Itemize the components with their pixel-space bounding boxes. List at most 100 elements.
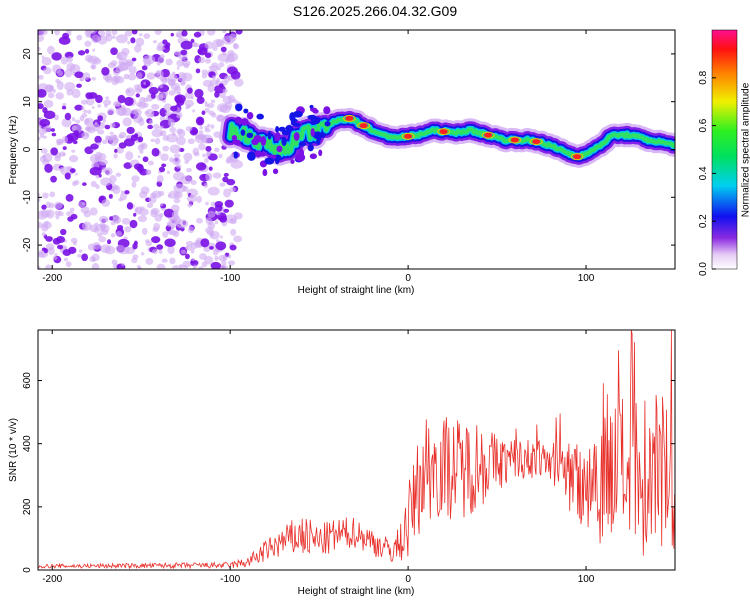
noise-speckle — [226, 178, 236, 186]
noise-speckle — [58, 211, 64, 217]
noise-speckle — [123, 236, 128, 240]
noise-speckle — [159, 84, 164, 89]
noise-speckle — [131, 175, 140, 183]
noise-speckle — [173, 153, 181, 159]
noise-speckle — [85, 33, 92, 38]
noise-speckle — [38, 34, 45, 42]
noise-speckle — [210, 232, 215, 238]
noise-speckle — [100, 244, 111, 254]
noise-speckle — [225, 158, 231, 164]
ridge-blob — [293, 132, 300, 141]
noise-speckle — [180, 80, 187, 85]
noise-speckle — [156, 263, 166, 269]
noise-speckle — [81, 202, 86, 206]
noise-speckle — [111, 259, 118, 265]
noise-speckle — [82, 72, 91, 80]
ridge-blob — [240, 129, 246, 136]
ridge-peak-halo — [570, 153, 584, 161]
noise-speckle — [201, 69, 208, 75]
noise-speckle — [168, 190, 180, 199]
noise-speckle — [150, 138, 156, 143]
x-tick-label: -200 — [42, 574, 62, 585]
noise-speckle — [168, 118, 176, 128]
noise-speckle — [61, 135, 69, 144]
noise-speckle — [159, 77, 166, 82]
noise-speckle — [41, 232, 46, 237]
noise-speckle — [146, 202, 154, 209]
noise-speckle — [211, 65, 219, 72]
noise-speckle — [44, 163, 53, 173]
noise-speckle — [84, 126, 90, 131]
ridge-blob — [243, 108, 249, 114]
noise-speckle — [201, 261, 208, 268]
noise-speckle — [44, 220, 49, 226]
noise-speckle — [176, 113, 181, 119]
noise-speckle — [81, 113, 88, 118]
noise-speckle — [155, 71, 161, 76]
noise-speckle — [122, 117, 132, 127]
noise-speckle — [56, 236, 66, 244]
noise-speckle — [70, 213, 78, 220]
noise-speckle — [69, 64, 81, 74]
noise-speckle — [161, 258, 168, 263]
noise-speckle — [105, 96, 110, 100]
y-tick-label: 20 — [22, 48, 33, 60]
noise-speckle — [62, 249, 72, 257]
noise-speckle — [91, 64, 96, 70]
noise-speckle — [156, 244, 164, 250]
noise-speckle — [162, 135, 169, 141]
ridge-blob — [267, 131, 272, 140]
noise-speckle — [38, 74, 44, 80]
noise-speckle — [173, 198, 181, 204]
noise-speckle — [134, 133, 139, 138]
noise-speckle — [97, 104, 102, 108]
noise-speckle — [204, 107, 210, 113]
noise-speckle — [124, 190, 130, 195]
noise-speckle — [90, 180, 97, 188]
noise-speckle — [42, 192, 49, 199]
ridge-blob — [323, 106, 331, 115]
spectrogram-x-axis-label: Height of straight line (km) — [298, 285, 415, 296]
noise-speckle — [151, 103, 160, 110]
noise-speckle — [137, 136, 144, 143]
noise-speckle — [128, 65, 137, 75]
y-tick-label: 10 — [22, 96, 33, 108]
noise-speckle — [156, 45, 164, 52]
noise-speckle — [215, 241, 227, 251]
noise-speckle — [115, 34, 128, 44]
noise-speckle — [206, 151, 211, 157]
ridge-peak-halo — [481, 131, 495, 139]
noise-speckle — [81, 221, 92, 231]
noise-speckle — [137, 117, 144, 122]
noise-speckle — [192, 109, 196, 113]
ridge-blob — [235, 103, 243, 112]
noise-speckle — [84, 118, 90, 125]
noise-speckle — [38, 30, 48, 36]
noise-speckle — [169, 257, 176, 265]
noise-speckle — [219, 104, 232, 114]
noise-speckle — [156, 94, 164, 102]
noise-speckle — [101, 167, 107, 173]
noise-speckle — [78, 249, 83, 253]
ridge-blob — [281, 136, 287, 147]
noise-speckle — [120, 190, 125, 195]
noise-speckle — [132, 254, 139, 260]
y-tick-label: -10 — [22, 190, 33, 205]
noise-speckle — [50, 175, 57, 183]
noise-speckle — [110, 233, 116, 238]
noise-speckle — [137, 215, 148, 223]
noise-speckle — [139, 191, 148, 199]
noise-speckle — [143, 33, 151, 39]
noise-speckle — [185, 126, 193, 132]
ridge-peak-halo — [508, 136, 522, 144]
noise-speckle — [150, 209, 158, 218]
noise-speckle — [142, 55, 156, 65]
noise-speckle — [47, 45, 55, 55]
noise-speckle — [196, 195, 202, 204]
noise-speckle — [64, 172, 71, 180]
noise-speckle — [190, 96, 194, 100]
noise-speckle — [190, 248, 195, 254]
noise-speckle — [198, 130, 204, 134]
noise-speckle — [84, 48, 90, 54]
noise-speckle — [218, 62, 225, 68]
